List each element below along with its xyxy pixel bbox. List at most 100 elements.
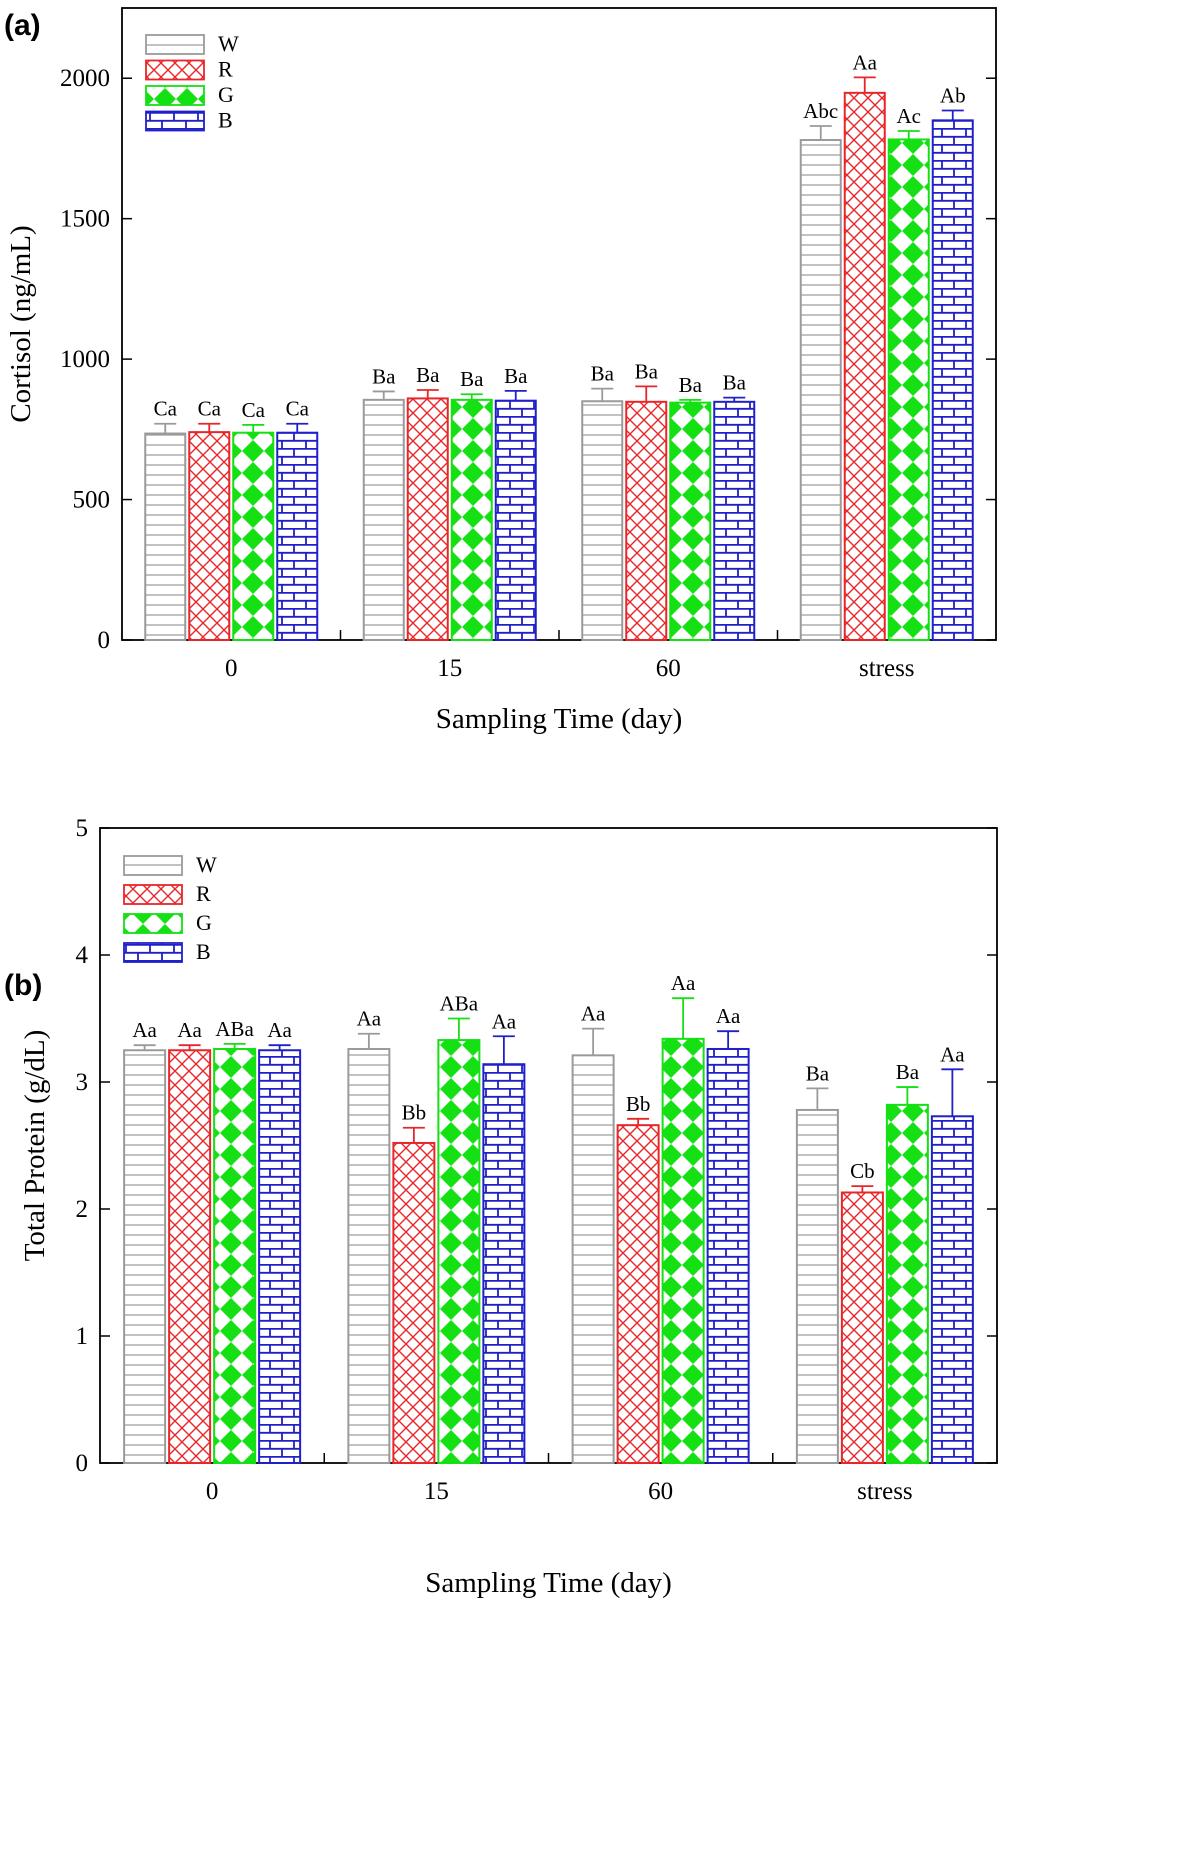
chart-a-bar-G-stress (887, 138, 930, 641)
chart-a-x-tick-label: 0 (225, 655, 238, 682)
chart-a-legend-label-W: W (218, 31, 239, 56)
chart-b-bar-label-B-0: Aa (267, 1018, 292, 1042)
chart-b-bar-W-15 (347, 1047, 391, 1464)
chart-b-bar-label-G-0: ABa (215, 1017, 254, 1041)
chart-b-y-tick-label: 3 (76, 1069, 89, 1096)
chart-a-bar-G-60 (669, 401, 712, 641)
chart-a-x-axis-label: Sampling Time (day) (436, 703, 683, 735)
chart-a-bar-label-R-15: Ba (416, 363, 440, 387)
chart-a-bar-label-R-0: Ca (198, 397, 222, 421)
chart-a-bar-B-stress (931, 119, 974, 642)
chart-b-bar-label-R-0: Aa (177, 1018, 202, 1042)
chart-b-bar-label-B-60: Aa (716, 1004, 741, 1028)
chart-b-bar-label-G-60: Aa (671, 971, 696, 995)
chart-b-bar-G-60 (661, 1037, 705, 1464)
chart-b-bar-W-stress (795, 1108, 839, 1464)
chart-b-legend-swatch-W (123, 855, 183, 876)
chart-b-bar-R-60 (616, 1124, 660, 1465)
chart-a-legend-label-G: G (218, 82, 234, 107)
chart-a-bar-label-R-stress: Aa (853, 50, 878, 74)
chart-a-y-tick-label: 0 (98, 627, 111, 654)
chart-b-bar-label-G-15: ABa (440, 992, 479, 1016)
chart-b-y-tick-label: 1 (76, 1323, 89, 1350)
chart-a-y-tick-label: 1000 (60, 346, 110, 373)
chart-b-legend-label-R: R (196, 881, 211, 906)
chart-b-bar-W-60 (571, 1054, 615, 1464)
chart-a-legend-label-R: R (218, 57, 233, 82)
chart-b-y-axis-label: Total Protein (g/dL) (19, 1030, 51, 1262)
chart-a-bar-R-stress (843, 91, 886, 642)
chart-a-bar-B-15 (494, 399, 537, 642)
chart-a-bar-R-60 (625, 400, 668, 641)
cortisol-chart: 0 500 1000 1500 2000 Cortisol (ng/mL) Sampling… (5, 7, 997, 735)
chart-b-bar-B-stress (930, 1115, 974, 1465)
chart-a-bar-label-B-60: Ba (723, 371, 747, 395)
chart-b-bar-label-G-stress: Ba (896, 1060, 920, 1084)
chart-b-y-tick-label: 4 (76, 942, 89, 969)
chart-a-bar-label-W-stress: Abc (803, 99, 838, 123)
chart-b-bar-label-R-60: Bb (626, 1092, 651, 1116)
chart-a-bar-label-R-60: Ba (635, 359, 659, 383)
chart-a-bar-label-W-60: Ba (591, 362, 615, 386)
chart-b-bar-label-W-stress: Ba (806, 1061, 830, 1085)
panel-b-letter: (b) (4, 969, 42, 1002)
chart-a-bar-W-15 (362, 398, 405, 641)
chart-b-x-tick-label: 15 (424, 1478, 449, 1505)
chart-a-bar-W-0 (144, 432, 187, 641)
chart-b-x-axis-label: Sampling Time (day) (425, 1567, 672, 1599)
chart-a-bar-label-G-60: Ba (679, 373, 703, 397)
chart-b-legend-swatch-B (123, 942, 183, 963)
chart-a-bar-label-B-0: Ca (286, 397, 310, 421)
chart-b-bar-G-stress (885, 1103, 929, 1464)
chart-a-bar-label-W-0: Ca (154, 397, 178, 421)
chart-a-bar-G-15 (450, 398, 493, 641)
chart-a-legend-swatch-W (145, 34, 205, 55)
chart-b-bar-W-0 (123, 1049, 167, 1464)
chart-b-y-tick-label: 5 (76, 815, 89, 842)
chart-b-legend-label-W: W (196, 852, 217, 877)
total-protein-chart: 0 1 2 3 4 5 Total Protein (g/dL) Sampling Time … (19, 815, 998, 1599)
chart-b-bar-label-B-15: Aa (492, 1009, 517, 1033)
chart-a-y-tick-label: 1500 (60, 206, 110, 233)
chart-b-bar-R-stress (840, 1191, 884, 1464)
chart-a-legend-label-B: B (218, 108, 233, 133)
chart-b-bar-G-0 (213, 1047, 257, 1464)
chart-b-y-tick-label: 0 (76, 1450, 89, 1477)
chart-a-bar-label-W-15: Ba (372, 364, 396, 388)
chart-b-bar-B-0 (258, 1049, 302, 1464)
chart-a-bar-R-0 (188, 431, 231, 641)
panel-a-letter: (a) (4, 9, 41, 42)
chart-b-bar-R-15 (392, 1141, 436, 1464)
chart-a-y-axis-label: Cortisol (ng/mL) (5, 225, 37, 422)
chart-a-x-tick-label: 60 (656, 655, 681, 682)
chart-a-legend-swatch-R (145, 59, 205, 81)
chart-a-bar-label-G-stress: Ac (897, 104, 922, 128)
chart-b-y-tick-label: 2 (76, 1196, 89, 1223)
chart-a-legend-swatch-G (145, 85, 205, 106)
chart-b-legend-swatch-R (123, 884, 183, 905)
chart-b-bar-label-R-stress: Cb (850, 1159, 875, 1183)
chart-a-bar-label-G-0: Ca (242, 398, 266, 422)
chart-b-x-tick-label: 0 (206, 1478, 219, 1505)
chart-b-bar-R-0 (168, 1049, 212, 1464)
chart-a-bar-G-0 (232, 431, 275, 642)
chart-a-x-tick-label: stress (859, 655, 915, 682)
chart-a-bar-label-B-stress: Ab (940, 84, 966, 108)
chart-b-bar-label-B-stress: Aa (940, 1042, 965, 1066)
chart-b-bar-label-R-15: Bb (402, 1101, 427, 1125)
chart-a-y-tick-label: 500 (73, 487, 111, 514)
chart-a-x-tick-label: 15 (437, 655, 462, 682)
chart-a-legend-swatch-B (145, 110, 205, 132)
chart-b-bar-label-W-0: Aa (132, 1018, 157, 1042)
chart-b-legend-swatch-G (123, 913, 183, 934)
chart-a-bar-W-60 (581, 400, 624, 641)
chart-a-bar-B-0 (276, 431, 319, 642)
chart-b-bar-label-W-60: Aa (581, 1002, 606, 1026)
chart-b-bar-G-15 (437, 1039, 481, 1464)
chart-a-y-tick-label: 2000 (60, 65, 110, 92)
chart-b-legend-label-G: G (196, 910, 212, 935)
chart-b-bar-B-60 (706, 1047, 750, 1464)
chart-a-bar-R-15 (406, 397, 449, 641)
chart-a-bar-B-60 (713, 400, 756, 641)
chart-a-bar-label-G-15: Ba (460, 367, 484, 391)
